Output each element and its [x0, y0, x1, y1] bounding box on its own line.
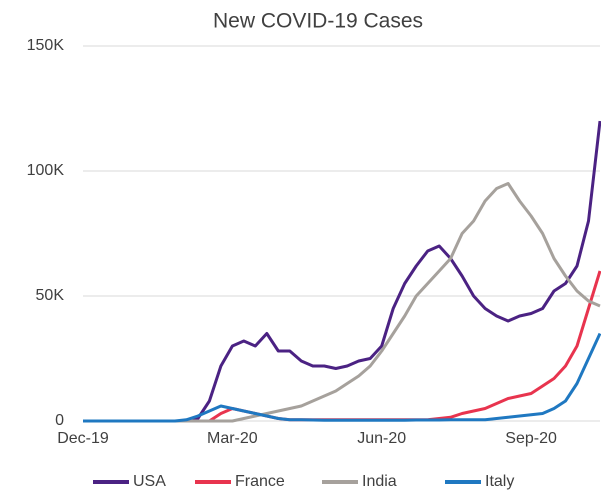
legend-label: USA — [133, 473, 166, 490]
x-tick-label: Dec-19 — [57, 430, 109, 447]
series-line — [83, 182, 601, 423]
series-line — [83, 270, 601, 423]
series-line — [83, 332, 601, 423]
legend-label: Italy — [485, 473, 514, 490]
legend-label: India — [362, 473, 397, 490]
y-tick-label: 150K — [27, 37, 65, 54]
x-tick-label: Mar-20 — [207, 430, 258, 447]
legend-label: France — [235, 473, 285, 490]
series-line — [83, 120, 601, 423]
y-tick-label: 0 — [55, 412, 64, 429]
chart-title: New COVID-19 Cases — [213, 10, 423, 33]
x-tick-label: Sep-20 — [505, 430, 557, 447]
y-tick-label: 100K — [27, 162, 65, 179]
x-tick-label: Jun-20 — [357, 430, 406, 447]
y-tick-label: 50K — [36, 287, 65, 304]
